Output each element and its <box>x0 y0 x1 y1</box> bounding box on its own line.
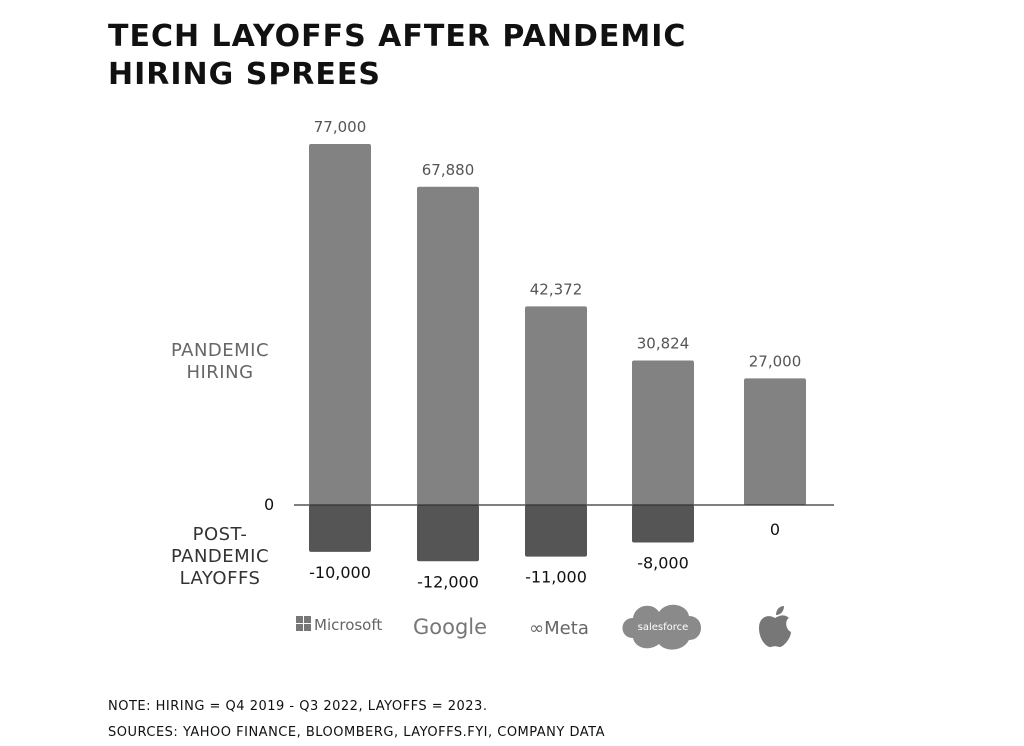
sources-text: SOURCES: YAHOO FINANCE, BLOOMBERG, LAYOF… <box>108 725 605 740</box>
hiring-value-label: 67,880 <box>422 161 475 179</box>
salesforce-cloud-icon <box>622 604 701 650</box>
layoff-value-label: -8,000 <box>637 554 689 573</box>
layoff-value-label: 0 <box>770 520 780 539</box>
chart-title-line-2: HIRING SPREES <box>108 57 381 92</box>
hiring-value-label: 42,372 <box>530 280 583 298</box>
microsoft-square-icon <box>304 616 311 623</box>
layoff-bar <box>309 505 371 552</box>
layoff-bar <box>632 505 694 543</box>
hiring-bar <box>744 378 806 505</box>
chart-title: TECH LAYOFFS AFTER PANDEMIC HIRING SPREE… <box>108 18 686 94</box>
layoff-value-label: -11,000 <box>525 568 587 587</box>
apple-leaf-icon <box>776 606 784 615</box>
hiring-bar <box>632 360 694 505</box>
salesforce-logo-text: salesforce <box>638 622 689 633</box>
google-logo-text: Google <box>413 615 487 639</box>
hiring-value-label: 77,000 <box>314 118 367 136</box>
microsoft-logo-text: Microsoft <box>314 616 382 634</box>
microsoft-logo: Microsoft <box>296 616 382 634</box>
hiring-bar <box>309 144 371 505</box>
microsoft-square-icon <box>296 624 303 631</box>
zero-axis-label: 0 <box>264 495 275 514</box>
layoffs-section-label: POST- PANDEMIC LAYOFFS <box>170 524 270 589</box>
layoff-bar <box>525 505 587 557</box>
note-text: NOTE: HIRING = Q4 2019 - Q3 2022, LAYOFF… <box>108 699 488 714</box>
microsoft-square-icon <box>296 616 303 623</box>
layoff-value-label: -10,000 <box>309 563 371 582</box>
hiring-section-label: PANDEMIC HIRING <box>170 340 270 383</box>
microsoft-square-icon <box>304 624 311 631</box>
footnotes: NOTE: HIRING = Q4 2019 - Q3 2022, LAYOFF… <box>108 694 605 746</box>
hiring-bar <box>525 306 587 505</box>
layoff-bar <box>417 505 479 562</box>
hiring-value-label: 30,824 <box>637 334 690 352</box>
meta-logo-text: ∞Meta <box>529 618 589 639</box>
hiring-value-label: 27,000 <box>749 352 802 370</box>
chart-title-line-1: TECH LAYOFFS AFTER PANDEMIC <box>108 19 687 54</box>
hiring-bar <box>417 186 479 506</box>
apple-logo-icon <box>759 615 791 648</box>
bar-chart: 77,000 -10,000 67,880 -12,000 42,372 -11,000 3… <box>294 118 834 650</box>
layoff-value-label: -12,000 <box>417 572 479 591</box>
